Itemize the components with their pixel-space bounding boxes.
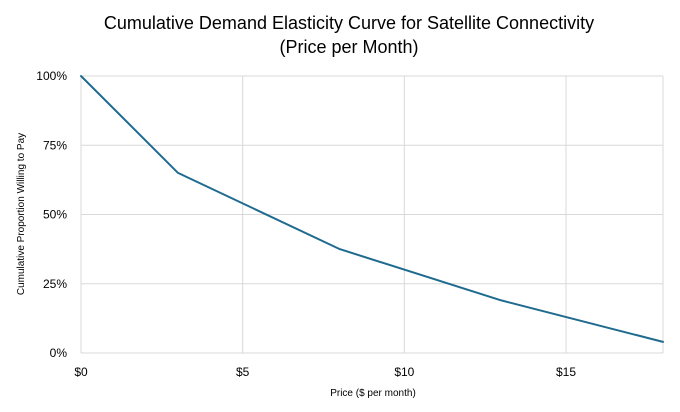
chart-subtitle: (Price per Month) (279, 37, 418, 57)
x-axis-label: Price ($ per month) (330, 388, 416, 399)
y-tick-label: 100% (36, 69, 67, 83)
x-tick-label: $0 (74, 365, 88, 379)
y-tick-label: 50% (43, 208, 67, 222)
y-tick-label: 25% (43, 277, 67, 291)
plot-area (80, 75, 664, 343)
x-tick-label: $15 (556, 365, 576, 379)
x-axis: $0 $5 $10 $15 (74, 365, 576, 379)
y-tick-label: 0% (50, 346, 68, 360)
chart-title: Cumulative Demand Elasticity Curve for S… (104, 13, 594, 33)
x-tick-label: $10 (394, 365, 414, 379)
x-tick-label: $5 (236, 365, 250, 379)
series-line (80, 75, 664, 343)
y-tick-label: 75% (43, 138, 67, 152)
grid (80, 75, 664, 354)
y-axis: 0% 25% 50% 75% 100% (36, 69, 67, 360)
y-axis-label: Cumulative Proportion Willing to Pay (16, 133, 27, 295)
